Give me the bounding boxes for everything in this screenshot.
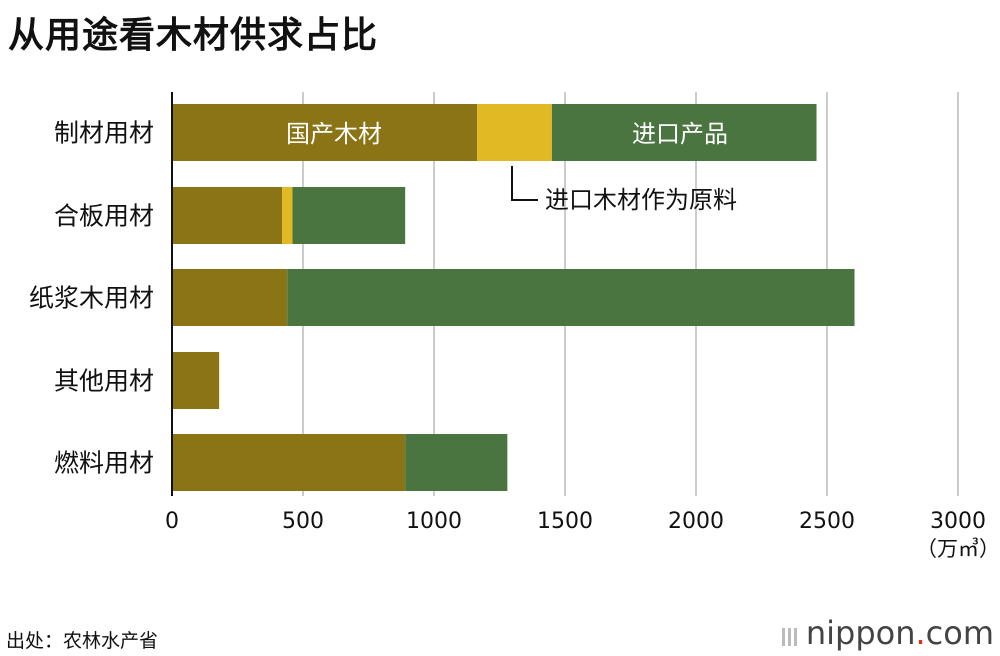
bar-imported-material xyxy=(477,104,552,161)
imported-material-series-label: 进口木材作为原料 xyxy=(545,186,737,214)
bar-imported-material xyxy=(282,187,293,244)
x-tick-label: 0 xyxy=(165,509,179,534)
x-tick-label: 500 xyxy=(282,509,324,534)
x-tick-label: 2500 xyxy=(799,509,855,534)
category-label: 合板用材 xyxy=(54,202,154,231)
chart-title: 从用途看木材供求占比 xyxy=(8,15,379,56)
x-axis-labels: 0 500 1000 1500 2000 2500 3000 xyxy=(165,509,986,534)
category-label: 制材用材 xyxy=(54,119,154,148)
bar-domestic xyxy=(172,434,406,491)
domestic-series-label: 国产木材 xyxy=(286,120,382,148)
bar-imported-product xyxy=(551,104,817,161)
x-tick-label: 2000 xyxy=(668,509,724,534)
bar-imported-product xyxy=(287,269,855,326)
x-tick-label: 1500 xyxy=(537,509,593,534)
bars xyxy=(172,104,855,491)
category-label: 燃料用材 xyxy=(54,449,154,478)
bar-domestic xyxy=(172,104,478,161)
category-label: 纸浆木用材 xyxy=(29,284,154,313)
bar-imported-product xyxy=(405,434,508,491)
bar-domestic xyxy=(172,352,220,409)
source-note: 出处：农林水产省 xyxy=(6,630,159,652)
logo-bars-icon xyxy=(781,616,800,654)
x-axis-unit: （万㎥） xyxy=(916,537,1000,561)
bar-domestic xyxy=(172,269,288,326)
imported-material-callout-line xyxy=(511,166,538,201)
imported-product-series-label: 进口产品 xyxy=(632,120,728,148)
bar-domestic xyxy=(172,187,283,244)
category-label: 其他用材 xyxy=(54,367,154,396)
x-tick-label: 1000 xyxy=(406,509,462,534)
bar-imported-product xyxy=(292,187,406,244)
x-tick-label: 3000 xyxy=(930,509,986,534)
nippon-logo: nippon.com xyxy=(781,614,994,654)
